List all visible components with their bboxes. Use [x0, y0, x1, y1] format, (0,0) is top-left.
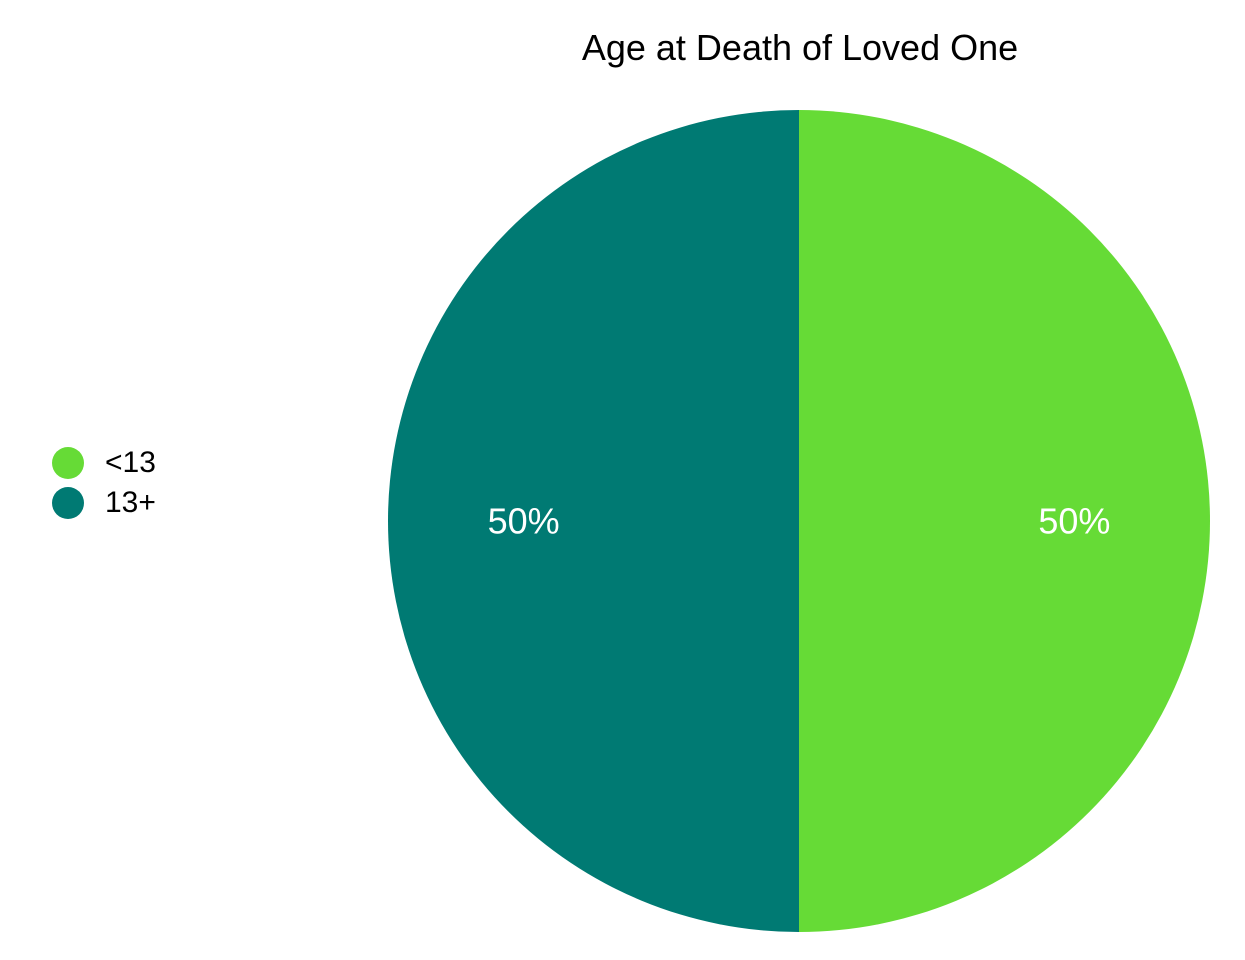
legend-label-13-plus: 13+: [105, 486, 156, 519]
chart-title: Age at Death of Loved One: [581, 27, 1019, 68]
legend-item-13-plus: 13+: [52, 483, 156, 523]
legend-label-under-13: <13: [105, 446, 156, 479]
legend: <13 13+: [52, 443, 156, 523]
pie-slice-0: [799, 110, 1210, 932]
pie-slice-label-0: 50%: [1038, 501, 1110, 542]
legend-swatch-under-13: [52, 447, 84, 479]
pie-slice-label-1: 50%: [488, 501, 560, 542]
pie-slice-1: [388, 110, 799, 932]
legend-item-under-13: <13: [52, 443, 156, 483]
legend-swatch-13-plus: [52, 487, 84, 519]
